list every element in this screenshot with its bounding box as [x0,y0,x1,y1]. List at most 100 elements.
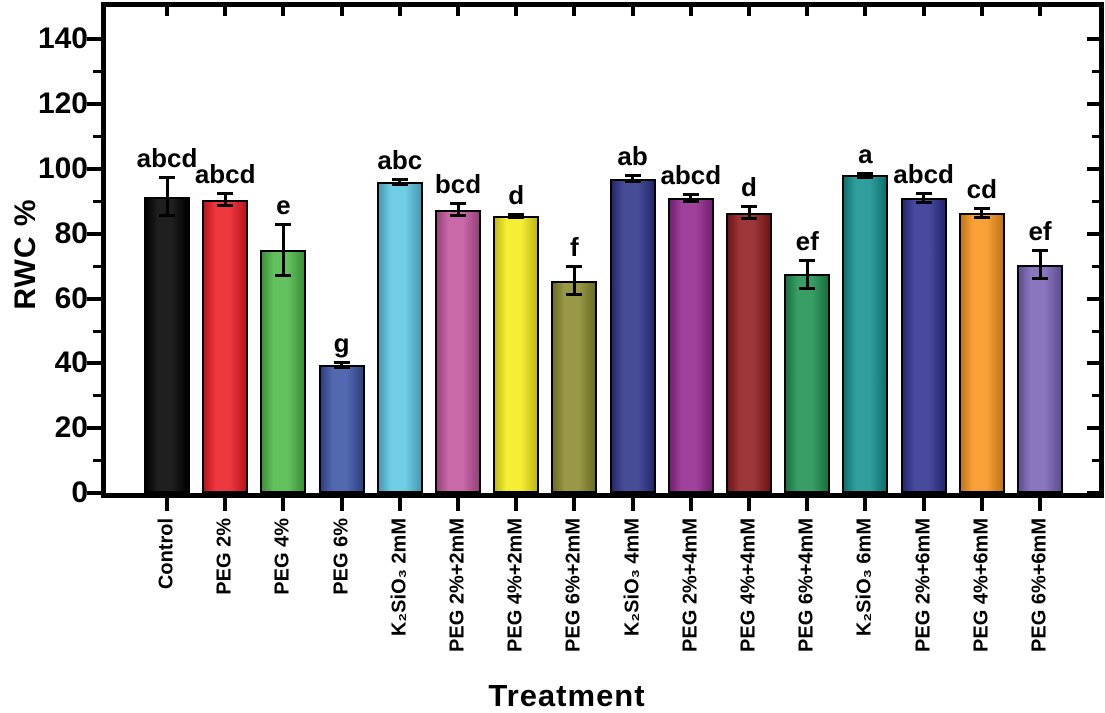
error-bar-cap-top [566,265,583,269]
category-label: K₂SiO₃ 4mM [621,518,644,637]
y-major-tick-right [1087,167,1099,171]
x-bottom-tick [688,498,693,511]
category-label: PEG 4% [271,518,294,595]
error-bar-line [514,213,518,219]
error-bar-cap-bottom [450,213,466,217]
y-major-tick-right [1087,491,1099,495]
category-label: PEG 6% [330,518,353,595]
x-bottom-tick [921,498,926,511]
significance-letter: abc [377,144,423,175]
bar [842,175,889,493]
significance-letter: ef [795,225,819,256]
y-minor-tick-right [1092,135,1099,139]
category-label: PEG 6%+4mM [795,518,818,652]
error-bar-cap-bottom [566,293,583,297]
x-bottom-tick [863,498,868,511]
y-minor-tick-right [1092,394,1099,398]
category-label: PEG 4%+2mM [504,518,527,652]
significance-letter: abcd [136,143,198,174]
x-bottom-tick [514,498,519,511]
y-tick-label: 60 [54,281,88,315]
error-bar-cap-bottom [741,217,757,221]
x-top-tick [456,7,460,16]
x-bottom-tick [979,498,984,511]
y-major-tick-right [1087,37,1099,42]
error-bar-cap-bottom [508,216,525,220]
bar [551,280,598,493]
y-minor-tick [93,199,101,203]
error-bar-line [922,193,926,204]
category-label: PEG 6%+6mM [1028,518,1051,652]
y-major-tick-right [1087,426,1099,431]
error-bar-line [747,206,751,220]
significance-letter: abcd [893,159,954,190]
error-bar-cap-top [624,174,641,178]
bar [900,198,947,493]
bar [609,178,656,493]
bar [144,196,190,493]
x-top-tick [397,7,402,16]
error-bar-line [1038,250,1042,280]
significance-letter: f [570,232,579,263]
y-major-tick-right [1087,361,1099,366]
error-bar-cap-bottom [624,179,641,183]
error-bar-cap-bottom [915,201,932,205]
x-top-tick [688,7,693,16]
y-major-tick [87,426,101,431]
error-bar-cap-top [450,202,466,206]
error-bar-cap-bottom [973,215,990,219]
error-bar-line [805,259,809,289]
bar [726,212,772,493]
x-bottom-tick [456,498,460,511]
x-top-tick [165,7,169,16]
error-bar-cap-top [508,212,525,216]
category-label: PEG 2%+2mM [446,518,469,652]
bar [435,209,481,493]
bar [958,212,1005,493]
error-bar-cap-bottom [682,200,699,204]
error-bar-cap-top [159,176,175,180]
significance-letter: ab [617,141,648,172]
x-top-tick [339,7,344,16]
error-bar-line [340,361,344,369]
error-bar-cap-bottom [333,366,350,370]
error-bar-cap-top [915,192,932,196]
x-top-tick [921,7,926,16]
category-label: Control [155,518,178,590]
y-minor-tick-right [1092,459,1099,463]
bar [493,215,540,493]
error-bar-line [165,177,169,216]
error-bar-cap-top [275,223,292,227]
category-label: PEG 4%+4mM [737,518,760,652]
x-bottom-tick [281,498,286,511]
error-bar-cap-top [741,205,757,209]
bar [784,274,831,493]
x-bottom-tick [339,498,344,511]
x-bottom-tick [397,498,402,511]
error-bar-line [631,175,635,182]
bar [667,198,714,493]
significance-letter: a [858,138,873,169]
error-bar-cap-bottom [159,213,175,217]
y-major-tick-right [1087,231,1099,236]
x-top-tick [281,7,286,16]
y-minor-tick [93,394,101,398]
significance-letter: abcd [660,160,722,191]
y-tick-label: 40 [54,346,88,380]
y-minor-tick-right [1092,329,1099,333]
category-label: K₂SiO₃ 2mM [388,518,411,637]
x-axis-title: Treatment [488,678,646,713]
error-bar-cap-bottom [799,286,816,290]
error-bar-line [456,203,460,216]
error-bar-cap-bottom [857,176,874,180]
x-bottom-tick [805,498,810,511]
y-tick-label: 20 [54,411,88,445]
y-minor-tick-right [1092,199,1099,203]
error-bar-cap-top [682,193,699,197]
y-minor-tick [93,70,101,74]
y-minor-tick [93,264,101,268]
error-bar-line [398,178,402,186]
error-bar-line [572,266,576,296]
y-minor-tick-right [1092,264,1099,268]
